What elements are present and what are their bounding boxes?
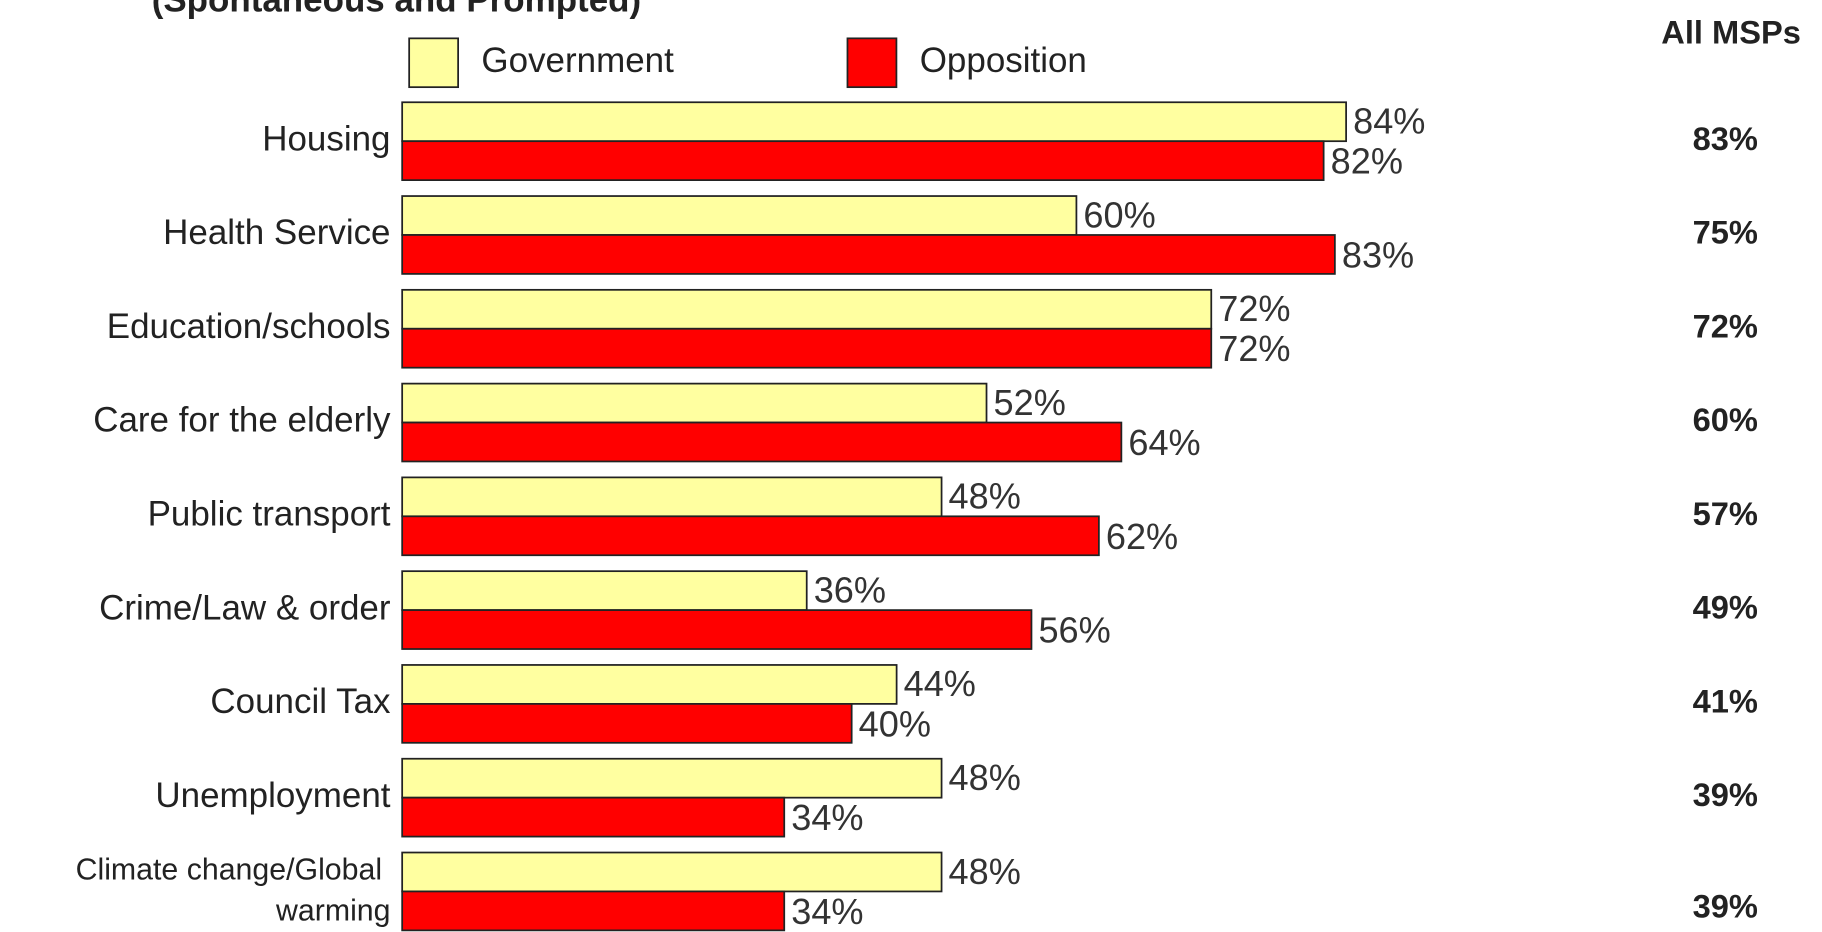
bar [401, 327, 1213, 369]
value-label: 40% [859, 703, 931, 744]
bar [401, 234, 1336, 275]
value-label: 34% [791, 797, 863, 838]
value-label: 48% [949, 757, 1021, 798]
all-msps-value: 39% [1693, 889, 1758, 925]
value-label: 36% [814, 570, 886, 611]
category-label: Public transport [148, 495, 391, 534]
category-label-line: warming [275, 894, 390, 927]
bar [401, 890, 786, 932]
value-label: 44% [904, 663, 976, 704]
bar [401, 796, 786, 838]
value-label: 52% [994, 382, 1066, 423]
bar [401, 570, 808, 611]
value-label: 48% [949, 851, 1021, 892]
bar [401, 476, 943, 518]
all-msps-value: 60% [1693, 402, 1758, 438]
category-label: Climate change/Global warming [76, 854, 391, 928]
value-label: 82% [1331, 141, 1403, 182]
value-label: 62% [1106, 516, 1178, 557]
value-label: 56% [1038, 610, 1110, 651]
category-label-line: Climate change/Global [76, 854, 391, 887]
bar [401, 664, 898, 705]
category-label: Health Service [163, 213, 390, 252]
all-msps-value: 39% [1693, 777, 1758, 813]
value-label: 72% [1218, 288, 1290, 329]
bar [401, 515, 1100, 557]
bar [401, 421, 1123, 463]
category-label: Unemployment [155, 776, 390, 815]
value-label: 34% [791, 891, 863, 932]
category-label: Care for the elderly [93, 401, 391, 440]
bar [401, 703, 853, 744]
all-msps-value: 57% [1693, 496, 1758, 532]
bar [401, 195, 1078, 236]
all-msps-header: All MSPs [1661, 15, 1801, 51]
bar [401, 101, 1347, 143]
all-msps-value: 83% [1693, 121, 1758, 157]
bar [401, 140, 1325, 181]
legend-label: Government [481, 41, 674, 80]
all-msps-value: 41% [1693, 684, 1758, 720]
bar [401, 382, 988, 424]
bar [401, 851, 943, 893]
value-label: 83% [1342, 234, 1414, 275]
category-label: Crime/Law & order [99, 588, 391, 627]
category-label: Education/schools [107, 307, 391, 346]
bar [401, 288, 1213, 330]
legend-swatch [408, 37, 459, 89]
value-label: 48% [949, 476, 1021, 517]
legend-swatch [846, 37, 898, 89]
value-label: 60% [1083, 194, 1155, 235]
chart-title: (Spontaneous and Prompted) [152, 0, 641, 20]
bar [401, 609, 1033, 650]
value-label: 72% [1218, 328, 1290, 369]
all-msps-value: 72% [1693, 308, 1758, 344]
legend-label: Opposition [920, 41, 1087, 80]
all-msps-value: 75% [1693, 215, 1758, 251]
category-label: Council Tax [210, 682, 391, 721]
bar [401, 757, 943, 799]
value-label: 64% [1128, 422, 1200, 463]
all-msps-value: 49% [1693, 590, 1758, 626]
category-label: Housing [262, 119, 390, 158]
value-label: 84% [1353, 101, 1425, 142]
